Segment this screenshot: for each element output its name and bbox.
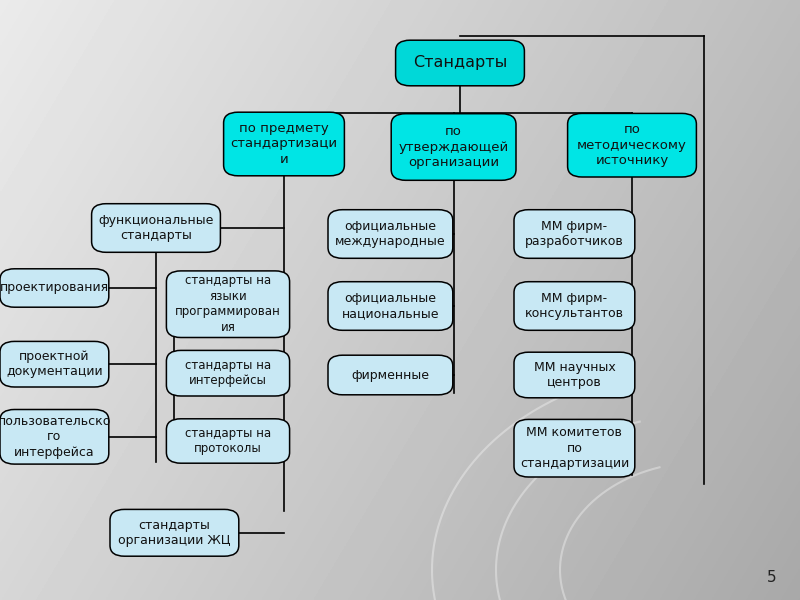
FancyBboxPatch shape bbox=[166, 419, 290, 463]
FancyBboxPatch shape bbox=[391, 113, 516, 180]
Text: функциональные
стандарты: функциональные стандарты bbox=[98, 214, 214, 242]
Text: по
методическому
источнику: по методическому источнику bbox=[577, 123, 687, 167]
FancyBboxPatch shape bbox=[328, 282, 453, 330]
FancyBboxPatch shape bbox=[166, 350, 290, 396]
Text: 5: 5 bbox=[766, 570, 776, 585]
Text: ММ фирм-
консультантов: ММ фирм- консультантов bbox=[525, 292, 624, 320]
Text: проектной
документации: проектной документации bbox=[6, 350, 102, 379]
Text: ММ комитетов
по
стандартизации: ММ комитетов по стандартизации bbox=[520, 426, 629, 470]
Text: стандарты на
языки
программирован
ия: стандарты на языки программирован ия bbox=[175, 274, 281, 334]
FancyBboxPatch shape bbox=[568, 113, 697, 177]
Text: проектирования: проектирования bbox=[0, 281, 109, 295]
Text: стандарты на
интерфейсы: стандарты на интерфейсы bbox=[185, 359, 271, 388]
FancyBboxPatch shape bbox=[514, 210, 635, 258]
FancyBboxPatch shape bbox=[514, 419, 635, 477]
Text: ММ фирм-
разработчиков: ММ фирм- разработчиков bbox=[525, 220, 624, 248]
FancyBboxPatch shape bbox=[166, 271, 290, 337]
FancyBboxPatch shape bbox=[92, 203, 221, 252]
Text: стандарты
организации ЖЦ: стандарты организации ЖЦ bbox=[118, 518, 230, 547]
Text: официальные
международные: официальные международные bbox=[335, 220, 446, 248]
Text: по
утверждающей
организации: по утверждающей организации bbox=[398, 125, 509, 169]
FancyBboxPatch shape bbox=[395, 40, 525, 86]
Text: Стандарты: Стандарты bbox=[413, 55, 507, 70]
Text: официальные
национальные: официальные национальные bbox=[342, 292, 439, 320]
FancyBboxPatch shape bbox=[110, 509, 238, 556]
Text: ММ научных
центров: ММ научных центров bbox=[534, 361, 615, 389]
Text: фирменные: фирменные bbox=[351, 368, 430, 382]
Text: пользовательско
го
интерфейса: пользовательско го интерфейса bbox=[0, 415, 111, 459]
FancyBboxPatch shape bbox=[223, 112, 344, 176]
FancyBboxPatch shape bbox=[0, 269, 109, 307]
FancyBboxPatch shape bbox=[0, 341, 109, 387]
FancyBboxPatch shape bbox=[0, 409, 109, 464]
Text: по предмету
стандартизаци
и: по предмету стандартизаци и bbox=[230, 122, 338, 166]
FancyBboxPatch shape bbox=[328, 355, 453, 395]
FancyBboxPatch shape bbox=[514, 282, 635, 330]
Text: стандарты на
протоколы: стандарты на протоколы bbox=[185, 427, 271, 455]
FancyBboxPatch shape bbox=[514, 352, 635, 398]
FancyBboxPatch shape bbox=[328, 210, 453, 258]
